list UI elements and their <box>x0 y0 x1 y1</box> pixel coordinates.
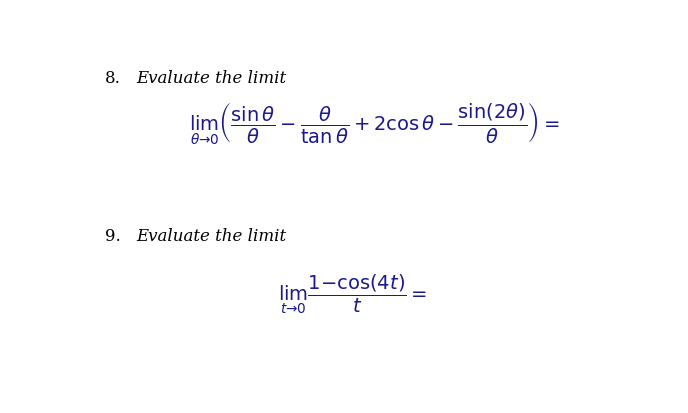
Text: Evaluate the limit: Evaluate the limit <box>137 70 287 87</box>
Text: 9.: 9. <box>105 228 120 244</box>
Text: $\lim_{t \to 0} \dfrac{1 - \cos(4t)}{t} =$: $\lim_{t \to 0} \dfrac{1 - \cos(4t)}{t} … <box>278 272 427 316</box>
Text: Evaluate the limit: Evaluate the limit <box>137 228 287 244</box>
Text: 8.: 8. <box>105 70 120 87</box>
Text: $\lim_{\theta \to 0} \left( \dfrac{\sin\theta}{\theta} - \dfrac{\theta}{\tan\the: $\lim_{\theta \to 0} \left( \dfrac{\sin\… <box>189 100 559 147</box>
